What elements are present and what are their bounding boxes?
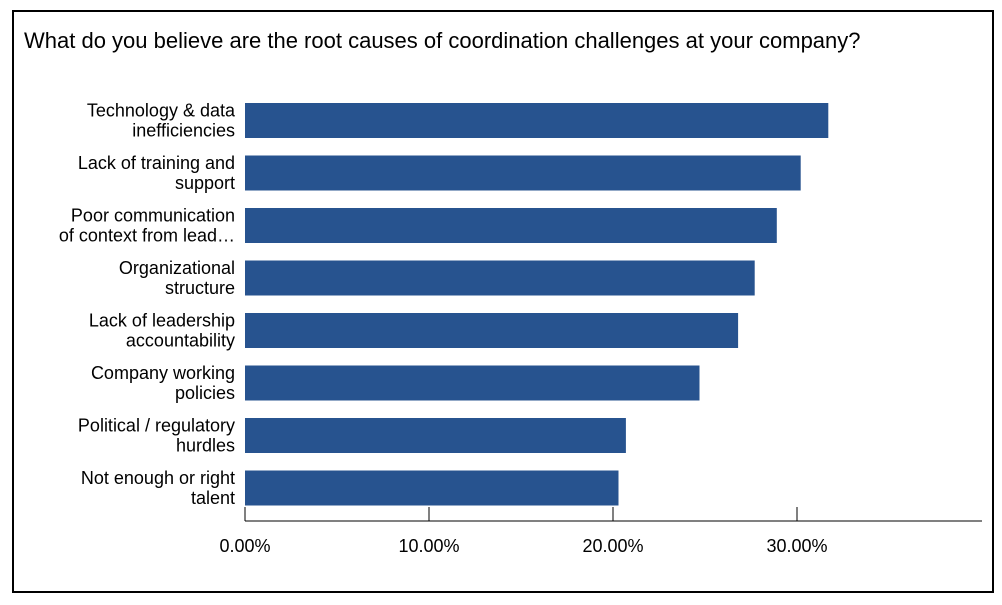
category-label-line: Poor communication [71, 206, 235, 226]
category-label-line: structure [165, 278, 235, 298]
category-label-line: Technology & data [87, 101, 236, 121]
category-label-line: talent [191, 488, 235, 508]
category-label-line: Company working [91, 363, 235, 383]
chart-frame: What do you believe are the root causes … [12, 10, 994, 593]
category-label-line: of context from lead… [59, 226, 235, 246]
category-label: Lack of leadership accountability [89, 311, 235, 351]
category-label: Political / regulatory hurdles [78, 416, 235, 456]
category-label-line: policies [175, 383, 235, 403]
chart-title: What do you believe are the root causes … [24, 28, 861, 53]
category-label: Organizational structure [119, 258, 235, 298]
category-label-line: accountability [126, 331, 235, 351]
x-tick-label: 20.00% [582, 536, 643, 556]
x-tick-label: 10.00% [398, 536, 459, 556]
category-label: Lack of training and support [78, 153, 235, 193]
category-label-line: Political / regulatory [78, 416, 235, 436]
category-label-line: inefficiencies [132, 121, 235, 141]
category-label-line: support [175, 173, 235, 193]
bar [245, 313, 739, 348]
category-label: Poor communication of context from lead… [59, 206, 235, 246]
category-label: Company working policies [91, 363, 235, 403]
bar [245, 260, 755, 296]
category-label-line: Not enough or right [81, 468, 235, 488]
category-label-line: Organizational [119, 258, 235, 278]
bar [245, 208, 777, 243]
bar-chart: Technology & data inefficiencies Lack of t… [59, 101, 982, 556]
category-label: Not enough or right talent [81, 468, 235, 508]
category-label-line: Lack of leadership [89, 311, 235, 331]
bar [245, 365, 700, 401]
category-label-line: Lack of training and [78, 153, 235, 173]
category-label-line: hurdles [176, 436, 235, 456]
bar [245, 418, 626, 453]
bar [245, 103, 829, 138]
bar [245, 155, 801, 191]
x-tick-label: 30.00% [766, 536, 827, 556]
x-tick-label: 0.00% [219, 536, 270, 556]
category-label: Technology & data inefficiencies [87, 101, 236, 141]
bar [245, 470, 619, 506]
